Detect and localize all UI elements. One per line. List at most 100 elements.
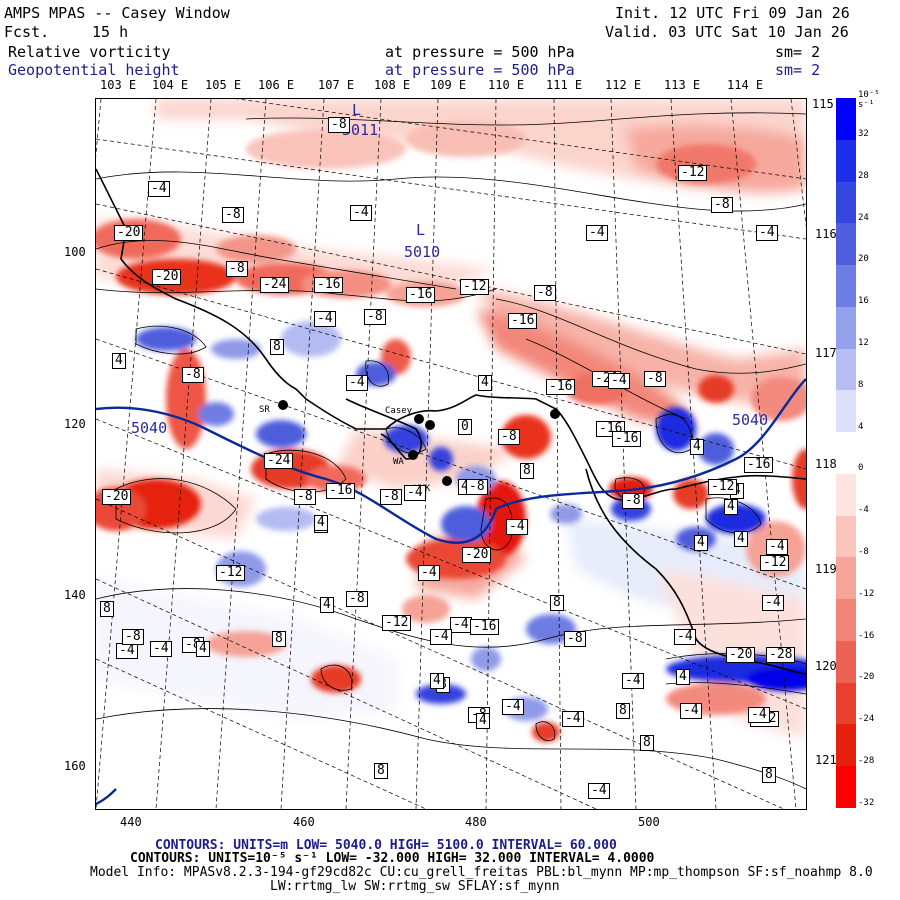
vorticity-contour-label: -4	[762, 595, 784, 611]
vorticity-contour-label: -8	[328, 117, 350, 133]
vorticity-contour-label: -12	[382, 615, 412, 631]
colorbar-tick: 28	[858, 170, 869, 181]
vorticity-contour-label: -28	[766, 647, 796, 663]
vorticity-contour-label: -4	[418, 565, 440, 581]
lon-label: 113 E	[664, 78, 701, 92]
colorbar-tick: -32	[858, 797, 875, 808]
vorticity-contour-label: -16	[744, 457, 774, 473]
colorbar-swatch	[836, 473, 856, 517]
height-label: 5040	[732, 411, 769, 429]
vorticity-contour-label: -20	[726, 647, 756, 663]
vorticity-contour-label: -16	[596, 421, 626, 437]
vorticity-contour-label: -8	[644, 371, 666, 387]
station-label: SR	[259, 405, 270, 415]
vorticity-contour-label: 8	[272, 631, 286, 647]
vorticity-contour-label: -16	[314, 277, 344, 293]
map-plot[interactable]: L 5011 L 5010 5040 5040 SR Casey WA YMK …	[95, 98, 807, 810]
model-info-2: LW:rrtmg_lw SW:rrtmg_sw SFLAY:sf_mynn	[270, 879, 560, 894]
colorbar	[836, 98, 856, 809]
vorticity-contour-label: -8	[294, 489, 316, 505]
vorticity-contour-label: 4	[694, 535, 708, 551]
colorbar-swatch	[836, 139, 856, 182]
vorticity-contour-label: -4	[404, 485, 426, 501]
lon-label: 114 E	[727, 78, 764, 92]
vorticity-contour-label: -20	[102, 489, 132, 505]
vorticity-contour-label: 8	[550, 595, 564, 611]
station-marker[interactable]	[414, 414, 424, 424]
vorticity-contour-label: -12	[708, 479, 738, 495]
vorticity-contour-label: -4	[748, 707, 770, 723]
y-tick: 120	[64, 417, 86, 431]
vorticity-contour-label: -12	[760, 555, 790, 571]
colorbar-swatch	[836, 390, 856, 433]
vorticity-contour-label: -16	[612, 431, 642, 447]
colorbar-tick: 24	[858, 212, 869, 223]
vorticity-contour-label: 4	[476, 713, 490, 729]
model-info: Model Info: MPASv8.2.3-194-gf29cd82c CU:…	[90, 865, 873, 880]
vorticity-contour-label: -16	[546, 379, 576, 395]
vorticity-contour-label: -8	[380, 489, 402, 505]
station-marker[interactable]	[442, 476, 452, 486]
lon-label: 109 E	[430, 78, 467, 92]
colorbar-swatch	[836, 515, 856, 558]
vorticity-contour-label: -4	[766, 539, 788, 555]
station-marker[interactable]	[425, 420, 435, 430]
colorbar-tick: -12	[858, 588, 875, 599]
vorticity-contour-label: -4	[450, 617, 472, 633]
x-tick: 440	[120, 815, 142, 829]
vorticity-contour-label: -20	[462, 547, 492, 563]
vorticity-contour-label: -4	[506, 519, 528, 535]
vorticity-contour-label: -8	[364, 309, 386, 325]
y-tick: 100	[64, 245, 86, 259]
station-marker[interactable]	[408, 450, 418, 460]
colorbar-swatch	[836, 724, 856, 767]
colorbar-swatch	[836, 640, 856, 684]
vorticity-contour-label: 0	[458, 419, 472, 435]
vorticity-contour-label: 8	[100, 601, 114, 617]
colorbar-tick: 0	[858, 463, 864, 474]
vorticity-contour-label: -16	[326, 483, 356, 499]
vorticity-contour-label: 4	[690, 439, 704, 455]
station-marker[interactable]	[278, 400, 288, 410]
vorticity-contour-label: -16	[406, 287, 436, 303]
vorticity-contour-label: -12	[460, 279, 490, 295]
colorbar-tick: -4	[858, 505, 869, 516]
vorticity-contour-label: -8	[711, 197, 733, 213]
forecast-hour: 15 h	[92, 23, 129, 41]
colorbar-swatch	[836, 98, 856, 141]
station-marker[interactable]	[550, 409, 560, 419]
height-label: 5011	[342, 121, 379, 139]
coastline	[96, 168, 806, 675]
vorticity-contour-label: -8	[226, 261, 248, 277]
field2-smooth: sm= 2	[775, 61, 821, 79]
vorticity-contour-label: 4	[676, 669, 690, 685]
x-tick: 480	[465, 815, 487, 829]
lon-label: 112 E	[605, 78, 642, 92]
colorbar-swatch	[836, 599, 856, 642]
latlon-grid	[96, 99, 806, 809]
lon-label: 108 E	[374, 78, 411, 92]
vorticity-contour-label: -24	[264, 453, 294, 469]
y-tick: 140	[64, 588, 86, 602]
height-label: 5010	[404, 243, 441, 261]
lon-label: 111 E	[546, 78, 583, 92]
vorticity-contour-label: 8	[270, 339, 284, 355]
vorticity-contour-label: 4	[734, 531, 748, 547]
vorticity-contour-label: -8	[122, 629, 144, 645]
vorticity-contour-label: -8	[182, 367, 204, 383]
vorticity-contour-label: -4	[430, 629, 452, 645]
lon-label: 106 E	[258, 78, 295, 92]
colorbar-tick: 20	[858, 254, 869, 265]
vorticity-contour-label: -8	[622, 493, 644, 509]
vorticity-contour-label: -4	[562, 711, 584, 727]
colorbar-tick: -20	[858, 672, 875, 683]
colorbar-swatch	[836, 432, 856, 475]
vorticity-contour-info: CONTOURS: UNITS=10⁻⁵ s⁻¹ LOW= -32.000 HI…	[130, 851, 655, 866]
init-time: Init. 12 UTC Fri 09 Jan 26	[615, 4, 850, 22]
vorticity-contour-label: -8	[346, 591, 368, 607]
vorticity-contour-label: -8	[222, 207, 244, 223]
vorticity-contour-label: 8	[520, 463, 534, 479]
lon-label: 103 E	[100, 78, 137, 92]
forecast-label: Fcst.	[4, 23, 50, 41]
vorticity-contour-label: -12	[216, 565, 246, 581]
